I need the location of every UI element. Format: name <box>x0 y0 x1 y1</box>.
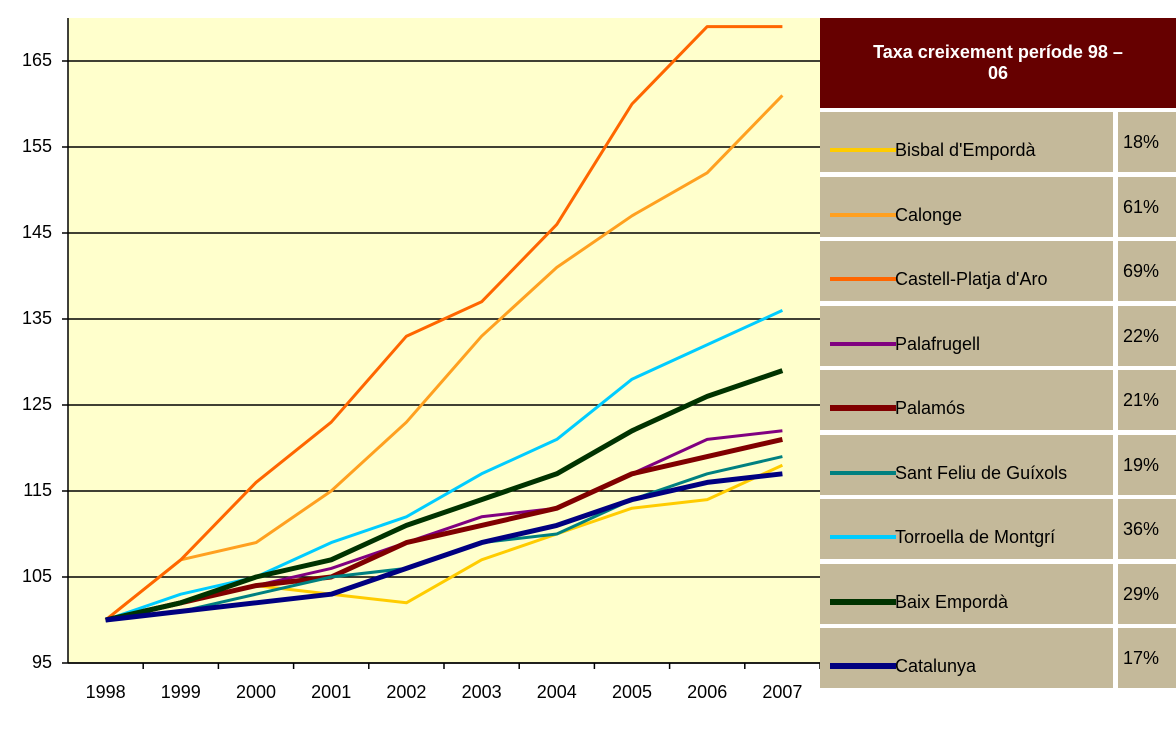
y-tick-label: 125 <box>22 394 52 414</box>
chart: 95 105 115 125 135 145 155 165 1998 1999 2000 2001 2… <box>22 18 820 702</box>
series-line <box>104 25 783 622</box>
x-tick-label: 2005 <box>612 682 652 702</box>
plot-area <box>68 18 820 663</box>
legend-row: Bisbal d'Empordà <box>820 112 1113 172</box>
x-tick-label: 2004 <box>537 682 577 702</box>
x-tick-label: 2000 <box>236 682 276 702</box>
legend-label: Palamós <box>895 398 966 418</box>
y-tick-label: 155 <box>22 136 52 156</box>
x-tick-label: 2007 <box>762 682 802 702</box>
legend-rate: 61% <box>1118 176 1176 237</box>
legend-rate: 36% <box>1118 499 1176 559</box>
legend-label: Sant Feliu de Guíxols <box>895 462 1068 483</box>
legend-label: Calonge <box>895 204 963 225</box>
legend-swatch <box>830 277 896 281</box>
legend-swatch <box>830 598 896 605</box>
legend-row: Calonge <box>820 176 1113 237</box>
y-tick-label: 165 <box>22 50 52 70</box>
legend-label: Catalunya <box>895 656 977 676</box>
legend-swatch <box>830 405 896 411</box>
x-tick-label: 2003 <box>462 682 502 702</box>
x-tick-label: 2002 <box>386 682 426 702</box>
legend-swatch <box>830 212 896 217</box>
legend-swatch <box>830 470 896 475</box>
series-line <box>104 94 784 622</box>
legend-row: Palamós <box>820 370 1113 430</box>
legend-label: Bisbal d'Empordà <box>895 140 1036 160</box>
x-tick-label: 2006 <box>687 682 727 702</box>
legend-rate: 29% <box>1118 563 1176 624</box>
legend-rate: 18% <box>1118 112 1176 172</box>
legend-row: Catalunya <box>820 628 1113 688</box>
legend-swatch <box>830 341 896 346</box>
legend-swatch <box>830 663 896 669</box>
x-tick-label: 2001 <box>311 682 351 702</box>
series-line <box>105 471 783 623</box>
legend-rate: 19% <box>1118 434 1176 495</box>
legend-row: Palafrugell <box>820 305 1113 366</box>
y-tick-label: 145 <box>22 222 52 242</box>
legend-title: Taxa creixement període 98 – 06 <box>820 18 1176 108</box>
y-tick-label: 105 <box>22 566 52 586</box>
legend-row: Sant Feliu de Guíxols <box>820 434 1113 495</box>
legend-label: Baix Empordà <box>895 591 1009 612</box>
series-line <box>105 309 784 622</box>
legend-label: Castell-Platja d'Aro <box>895 269 1048 289</box>
legend-row: Castell-Platja d'Aro <box>820 241 1113 301</box>
legend-label: Palafrugell <box>895 333 981 354</box>
legend-row: Baix Empordà <box>820 563 1113 624</box>
legend-row: Torroella de Montgrí <box>820 499 1113 559</box>
legend-rate: 17% <box>1118 628 1176 688</box>
legend-rate: 22% <box>1118 305 1176 366</box>
x-tick-label: 1999 <box>161 682 201 702</box>
series-line <box>105 436 783 623</box>
legend-rate: 21% <box>1118 370 1176 430</box>
legend-swatch <box>830 535 896 539</box>
legend-label: Torroella de Montgrí <box>895 527 1056 547</box>
y-tick-label: 135 <box>22 308 52 328</box>
x-tick-label: 1998 <box>86 682 126 702</box>
y-tick-label: 115 <box>23 480 52 500</box>
legend-swatch <box>830 148 896 152</box>
legend-rate: 69% <box>1118 241 1176 301</box>
series-line <box>105 368 784 623</box>
y-tick-label: 95 <box>32 652 52 672</box>
